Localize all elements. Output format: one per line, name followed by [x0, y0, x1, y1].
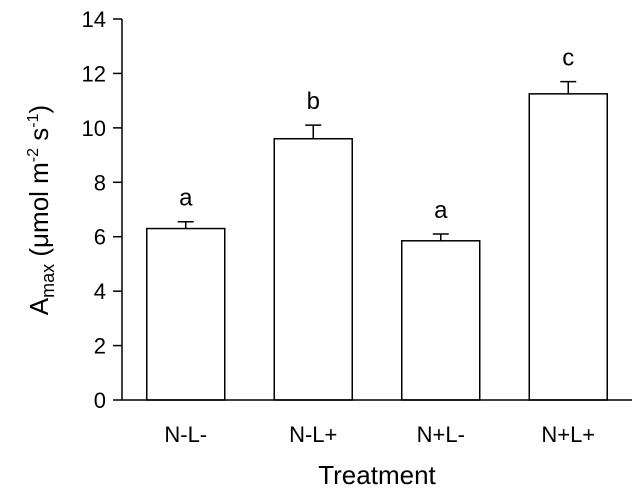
- y-tick-label: 8: [94, 170, 106, 195]
- significance-letter: a: [434, 197, 448, 224]
- y-label-open: (: [24, 248, 54, 264]
- y-label-sup2: -1: [25, 113, 42, 127]
- bar: [146, 227, 226, 401]
- significance-letter: c: [562, 45, 574, 72]
- bar: [273, 137, 353, 401]
- y-tick-label: 0: [94, 388, 106, 413]
- y-axis-label: Amax (μmol m-2 s-1): [24, 105, 58, 315]
- y-label-s: s: [24, 128, 54, 148]
- x-axis-label: Treatment: [318, 460, 436, 490]
- y-label-mu: μ: [24, 233, 54, 248]
- y-label-main: A: [24, 297, 54, 315]
- y-tick-label: 2: [94, 334, 106, 359]
- bar: [401, 240, 481, 401]
- x-tick-label: N+L+: [541, 422, 595, 447]
- svg-text:Amax (μmol m-2 s-1): Amax (μmol m-2 s-1): [24, 105, 58, 315]
- x-tick-label: N-L+: [289, 422, 337, 447]
- y-label-sub: max: [38, 264, 58, 298]
- y-tick-label: 10: [82, 116, 106, 141]
- y-tick-label: 12: [82, 61, 106, 86]
- y-tick-label: 6: [94, 225, 106, 250]
- significance-letter: a: [179, 185, 193, 212]
- y-tick-label: 14: [82, 7, 106, 32]
- y-label-close: ): [24, 105, 54, 114]
- y-label-sup1: -2: [25, 148, 42, 162]
- bar: [528, 93, 608, 401]
- x-tick-label: N-L-: [164, 422, 207, 447]
- significance-letter: b: [307, 88, 320, 115]
- y-tick-label: 4: [94, 279, 106, 304]
- x-tick-label: N+L-: [417, 422, 465, 447]
- y-label-unit: mol m: [24, 162, 54, 233]
